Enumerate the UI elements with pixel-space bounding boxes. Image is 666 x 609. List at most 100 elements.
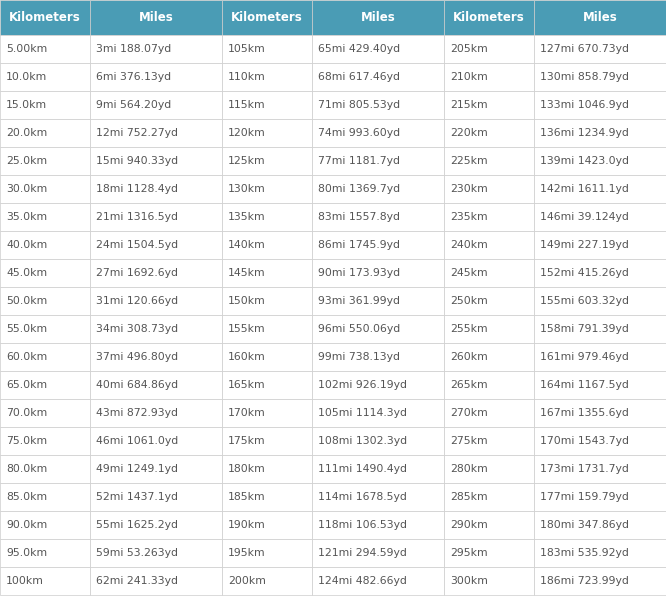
Bar [222,91,312,119]
Text: Kilometers: Kilometers [9,11,81,24]
Bar [444,35,534,63]
Text: 24mi 1504.5yd: 24mi 1504.5yd [96,240,178,250]
Bar [534,63,666,91]
Text: 255km: 255km [450,324,488,334]
Text: 120km: 120km [228,128,266,138]
Bar [222,119,312,147]
Text: 55mi 1625.2yd: 55mi 1625.2yd [96,520,178,530]
Text: 245km: 245km [450,268,488,278]
Text: 280km: 280km [450,464,488,474]
Bar [534,455,666,483]
Text: 190km: 190km [228,520,266,530]
Text: 300km: 300km [450,576,488,586]
Bar [534,203,666,231]
Text: 295km: 295km [450,548,488,558]
Text: 152mi 415.26yd: 152mi 415.26yd [540,268,629,278]
Bar [444,567,534,595]
Text: 75.0km: 75.0km [6,436,47,446]
Text: 260km: 260km [450,352,488,362]
Text: 170mi 1543.7yd: 170mi 1543.7yd [540,436,629,446]
Bar [90,91,222,119]
Text: 45.0km: 45.0km [6,268,47,278]
Bar [312,371,444,399]
Bar [312,63,444,91]
Text: 49mi 1249.1yd: 49mi 1249.1yd [96,464,178,474]
Text: 170km: 170km [228,408,266,418]
Bar [444,203,534,231]
Bar [312,119,444,147]
Bar [312,175,444,203]
Bar [0,315,90,343]
Bar [534,483,666,511]
Text: 18mi 1128.4yd: 18mi 1128.4yd [96,184,178,194]
Text: Kilometers: Kilometers [231,11,303,24]
Text: 265km: 265km [450,380,488,390]
Text: 220km: 220km [450,128,488,138]
Bar [90,567,222,595]
Text: 71mi 805.53yd: 71mi 805.53yd [318,100,400,110]
Text: 133mi 1046.9yd: 133mi 1046.9yd [540,100,629,110]
Bar [0,483,90,511]
Bar [90,427,222,455]
Text: 30.0km: 30.0km [6,184,47,194]
Bar [534,231,666,259]
Bar [222,0,312,35]
Bar [444,455,534,483]
Bar [444,119,534,147]
Bar [312,455,444,483]
Text: 62mi 241.33yd: 62mi 241.33yd [96,576,178,586]
Text: 185km: 185km [228,492,266,502]
Text: 40.0km: 40.0km [6,240,47,250]
Bar [312,35,444,63]
Text: 180km: 180km [228,464,266,474]
Bar [222,287,312,315]
Text: 10.0km: 10.0km [6,72,47,82]
Bar [90,399,222,427]
Text: 105km: 105km [228,44,266,54]
Text: 105mi 1114.3yd: 105mi 1114.3yd [318,408,407,418]
Text: 165km: 165km [228,380,266,390]
Bar [90,231,222,259]
Bar [444,231,534,259]
Bar [312,539,444,567]
Text: 31mi 120.66yd: 31mi 120.66yd [96,296,178,306]
Bar [0,63,90,91]
Text: 25.0km: 25.0km [6,156,47,166]
Bar [444,91,534,119]
Bar [444,287,534,315]
Text: 52mi 1437.1yd: 52mi 1437.1yd [96,492,178,502]
Text: 59mi 53.263yd: 59mi 53.263yd [96,548,178,558]
Text: 37mi 496.80yd: 37mi 496.80yd [96,352,178,362]
Bar [0,231,90,259]
Bar [534,147,666,175]
Bar [312,91,444,119]
Bar [534,35,666,63]
Bar [222,203,312,231]
Text: 175km: 175km [228,436,266,446]
Text: 130km: 130km [228,184,266,194]
Text: 34mi 308.73yd: 34mi 308.73yd [96,324,178,334]
Bar [534,343,666,371]
Text: 167mi 1355.6yd: 167mi 1355.6yd [540,408,629,418]
Bar [444,315,534,343]
Text: 155mi 603.32yd: 155mi 603.32yd [540,296,629,306]
Text: 135km: 135km [228,212,266,222]
Bar [90,175,222,203]
Bar [222,231,312,259]
Text: 55.0km: 55.0km [6,324,47,334]
Text: 93mi 361.99yd: 93mi 361.99yd [318,296,400,306]
Text: 99mi 738.13yd: 99mi 738.13yd [318,352,400,362]
Text: 43mi 872.93yd: 43mi 872.93yd [96,408,178,418]
Text: 74mi 993.60yd: 74mi 993.60yd [318,128,400,138]
Text: 83mi 1557.8yd: 83mi 1557.8yd [318,212,400,222]
Bar [0,427,90,455]
Bar [0,259,90,287]
Text: 183mi 535.92yd: 183mi 535.92yd [540,548,629,558]
Bar [222,371,312,399]
Text: 12mi 752.27yd: 12mi 752.27yd [96,128,178,138]
Bar [444,539,534,567]
Bar [222,259,312,287]
Text: 146mi 39.124yd: 146mi 39.124yd [540,212,629,222]
Bar [444,147,534,175]
Bar [534,175,666,203]
